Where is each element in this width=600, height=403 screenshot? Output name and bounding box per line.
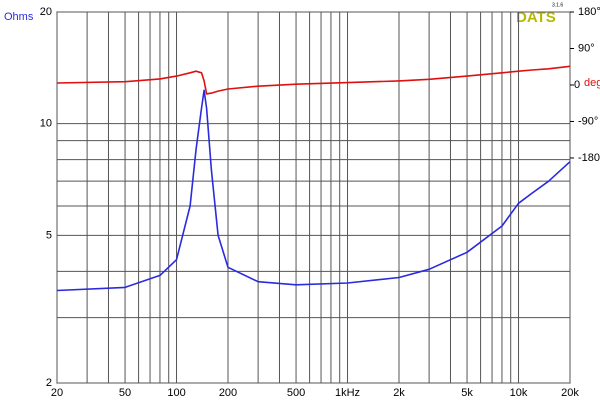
x-tick-label: 10k: [510, 387, 528, 399]
logo: DATS: [516, 9, 556, 26]
x-tick-label: 20: [51, 387, 63, 399]
x-tick-label: 5k: [461, 387, 473, 399]
y-axis-label: Ohms: [4, 11, 34, 23]
x-tick-label: 20k: [561, 387, 579, 399]
y2-tick-label: 90°: [578, 42, 595, 54]
version: 3.1.6: [552, 2, 563, 8]
y2-tick-label: 180°: [578, 6, 600, 18]
y-tick-label: 5: [46, 229, 52, 241]
x-tick-label: 50: [119, 387, 131, 399]
x-tick-label: 200: [219, 387, 237, 399]
y-tick-label: 10: [40, 118, 52, 130]
y2-tick-label: -180°: [578, 152, 600, 164]
x-tick-label: 2k: [393, 387, 405, 399]
x-tick-label: 1kHz: [335, 387, 360, 399]
series-line: [56, 89, 571, 292]
series-line: [56, 65, 571, 95]
y-tick-label: 2: [46, 377, 52, 389]
y-tick-label: 20: [40, 6, 52, 18]
plot-frame: [56, 11, 571, 384]
y2-axis-label: deg: [584, 77, 600, 89]
y2-tick-label: -90°: [578, 115, 598, 127]
x-tick-label: 100: [167, 387, 185, 399]
x-tick-label: 500: [287, 387, 305, 399]
y2-tick-label: 0: [574, 79, 580, 91]
